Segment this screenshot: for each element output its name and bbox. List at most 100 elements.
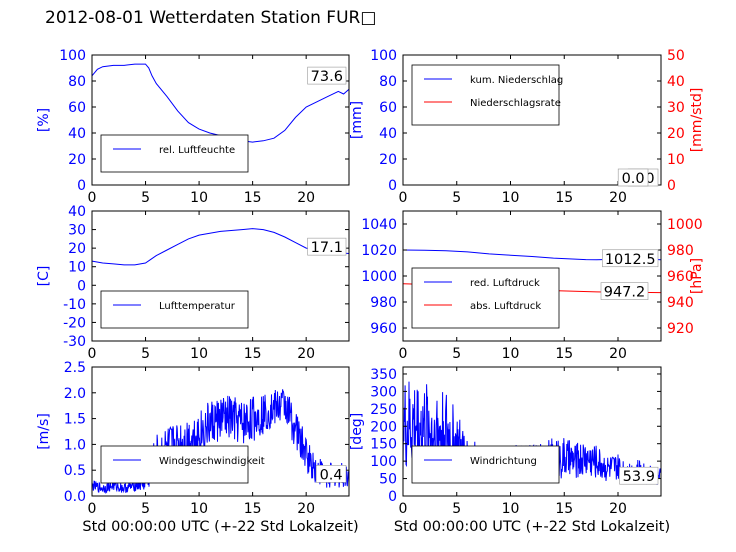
legend-label: Lufttemperatur — [159, 301, 236, 312]
legend-label: Windrichtung — [470, 456, 537, 467]
x-tick-label: 15 — [244, 501, 262, 517]
last-value-annotation-box — [307, 66, 347, 85]
y-tick-label: 960 — [370, 321, 397, 337]
y-tick-label: 100 — [370, 48, 397, 64]
last-value-annotation-2: 0.0 — [622, 171, 645, 187]
x-tick-label: 20 — [609, 346, 627, 362]
x-tick-label: 15 — [555, 346, 573, 362]
last-value-annotation-box — [315, 465, 347, 483]
x-tick-label: 0 — [88, 190, 97, 206]
y-tick-label: 980 — [370, 295, 397, 311]
legend-label: abs. Luftdruck — [470, 301, 541, 312]
x-tick-label: 5 — [452, 190, 461, 206]
x-tick-label: 20 — [297, 190, 315, 206]
chart-panel-3: 0 5 10 15 20 -30 -20 -10 0 10 20 30 40 [C] Lufttempera… — [36, 204, 350, 362]
y-tick-label: 100 — [59, 48, 86, 64]
chart-title: 2012-08-01 Wetterdaten Station FUR□ — [45, 8, 377, 28]
y-axis-label: [%] — [36, 108, 52, 132]
series-line-1-1 — [91, 63, 350, 143]
y-axis-label: [mm] — [349, 101, 365, 139]
y2-tick-label: 0 — [667, 178, 676, 194]
y-tick-label: 2.0 — [64, 386, 86, 402]
y-tick-label: 20 — [68, 241, 86, 257]
y-tick-label: 100 — [370, 454, 397, 470]
y2-tick-label: 940 — [667, 295, 694, 311]
y-tick-label: 80 — [68, 74, 86, 90]
x-tick-label: 10 — [190, 190, 208, 206]
legend: Windrichtung — [411, 445, 560, 484]
last-value-annotation-2-box — [617, 168, 649, 187]
x-tick-label: 20 — [297, 346, 315, 362]
y-tick-label: -20 — [63, 315, 86, 331]
x-tick-label: 10 — [190, 346, 208, 362]
y-tick-label: 1.0 — [64, 437, 86, 453]
y-tick-label: 200 — [370, 419, 397, 435]
y-tick-label: 0 — [77, 278, 86, 294]
legend-box — [411, 267, 560, 329]
x-tick-label: 0 — [399, 501, 408, 517]
y-tick-label: 60 — [68, 100, 86, 116]
y-tick-label: 250 — [370, 402, 397, 418]
chart-panel-4: 0 5 10 15 20 960 980 1000 1020 1040 920 940 960 980 10… — [361, 210, 705, 362]
legend-box — [100, 134, 249, 173]
legend-box — [411, 64, 560, 126]
last-value-annotation: 73.6 — [311, 69, 343, 85]
y-tick-label: -10 — [63, 297, 86, 313]
last-value-annotation: 0.4 — [320, 467, 343, 483]
y-tick-label: 40 — [68, 126, 86, 142]
x-tick-label: 0 — [399, 190, 408, 206]
y-tick-label: 20 — [379, 152, 397, 168]
last-value-annotation: 1012.5 — [605, 252, 656, 268]
chart-panel-2: 0 5 10 15 20 0 20 40 60 80 100 0 10 20 30 40 50 [mm] [mm/s… — [349, 48, 705, 206]
y-tick-label: 20 — [68, 152, 86, 168]
x-tick-label: 5 — [452, 346, 461, 362]
plot-frame — [402, 54, 662, 186]
x-tick-label: 10 — [502, 190, 520, 206]
y-tick-label: 150 — [370, 437, 397, 453]
y2-axis-label: [mm/std] — [689, 88, 705, 153]
x-tick-label: 5 — [452, 501, 461, 517]
chart-panel-1: 0 5 10 15 20 0 20 40 60 80 100 [%] rel. Luftfeuchte 7… — [36, 48, 350, 206]
y2-tick-label: 10 — [667, 152, 685, 168]
y2-tick-label: 1000 — [667, 217, 703, 233]
x-tick-label: 15 — [244, 346, 262, 362]
y2-tick-label: 960 — [667, 269, 694, 285]
y-tick-label: 60 — [379, 100, 397, 116]
legend: kum. Niederschlag Niederschlagsrate — [411, 64, 563, 126]
y-tick-label: 0 — [388, 489, 397, 505]
plot-frame — [91, 210, 350, 342]
y-tick-label: 2.5 — [64, 360, 86, 376]
x-tick-label: 5 — [141, 190, 150, 206]
y2-tick-label: 40 — [667, 74, 685, 90]
y-tick-label: 1020 — [361, 243, 397, 259]
last-value-annotation-box — [307, 237, 347, 256]
x-axis-label: Std 00:00:00 UTC (+-22 Std Lokalzeit) — [394, 519, 670, 535]
y2-axis-label: [hPa] — [689, 258, 705, 294]
legend-label: red. Luftdruck — [470, 278, 540, 289]
x-tick-label: 5 — [141, 346, 150, 362]
legend-label: kum. Niederschlag — [470, 75, 563, 86]
legend: Windgeschwindigkeit — [100, 445, 265, 484]
x-tick-label: 20 — [609, 501, 627, 517]
y2-tick-label: 920 — [667, 321, 694, 337]
last-value-annotation-2: 947.2 — [604, 285, 646, 301]
legend-label: Windgeschwindigkeit — [159, 456, 265, 467]
legend-box — [411, 445, 560, 484]
y-tick-label: 10 — [68, 260, 86, 276]
x-tick-label: 15 — [555, 501, 573, 517]
x-axis-label: Std 00:00:00 UTC (+-22 Std Lokalzeit) — [82, 519, 358, 535]
y-axis-label: [m/s] — [36, 413, 52, 450]
x-tick-label: 15 — [244, 190, 262, 206]
y2-tick-label: 30 — [667, 100, 685, 116]
y-tick-label: 0 — [77, 178, 86, 194]
last-value-annotation-2-box — [600, 282, 649, 300]
y-tick-label: 0.0 — [64, 489, 86, 505]
x-tick-label: 10 — [502, 501, 520, 517]
legend-box — [100, 290, 249, 329]
y2-tick-label: 980 — [667, 243, 694, 259]
x-tick-label: 5 — [141, 501, 150, 517]
y-tick-label: 300 — [370, 384, 397, 400]
x-tick-label: 0 — [88, 501, 97, 517]
